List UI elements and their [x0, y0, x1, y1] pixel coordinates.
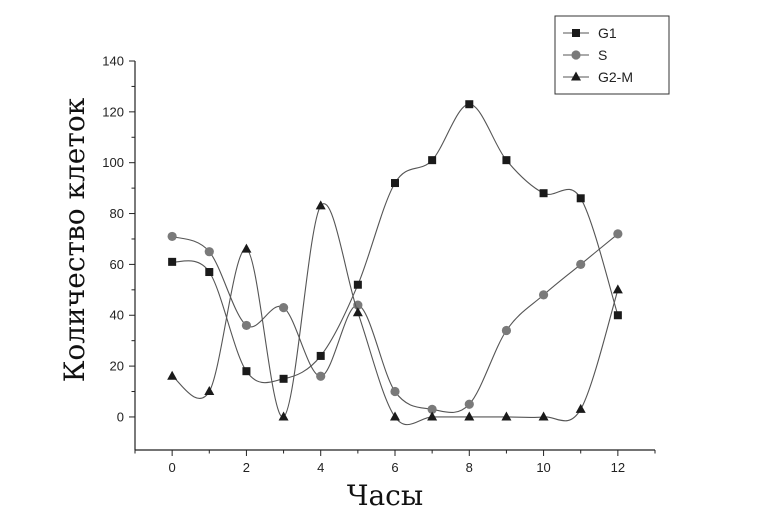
data-point-g2-m — [501, 411, 512, 421]
legend-label-g1: G1 — [598, 25, 617, 41]
data-point-g2-m — [575, 403, 586, 413]
legend-marker-s — [571, 50, 581, 60]
x-axis-title: Часы — [347, 479, 423, 512]
series-line-g1 — [171, 103, 619, 384]
y-ticks: 0 20 40 60 80 100 120 140 — [102, 54, 135, 424]
data-point-g2-m — [612, 284, 623, 294]
y-tick-label: 40 — [110, 308, 124, 323]
series-g2-m — [167, 200, 623, 426]
data-point-g1 — [391, 179, 399, 188]
data-point-s — [278, 303, 289, 313]
legend-item-g1: G1 — [563, 25, 617, 41]
data-point-g2-m — [538, 411, 549, 421]
y-tick-label: 20 — [110, 359, 124, 374]
series-layer — [167, 100, 623, 426]
data-point-g2-m — [241, 243, 252, 253]
legend: G1 S G2-M — [554, 15, 670, 95]
data-point-g1 — [242, 367, 251, 376]
data-point-g2-m — [352, 307, 363, 317]
data-point-g1 — [279, 374, 288, 383]
y-tick-label: 140 — [102, 54, 124, 69]
x-tick-label: 6 — [391, 460, 398, 475]
data-point-g2-m — [315, 200, 326, 210]
data-point-g1 — [502, 156, 511, 165]
data-point-s — [427, 404, 437, 414]
data-point-g1 — [465, 100, 474, 109]
data-point-g2-m — [464, 411, 475, 421]
data-point-g2-m — [427, 411, 438, 421]
series-s — [167, 229, 623, 414]
legend-marker-g2-m — [571, 71, 581, 81]
data-point-s — [501, 325, 512, 336]
data-point-s — [353, 300, 363, 310]
data-point-s — [464, 399, 474, 409]
data-point-s — [613, 229, 623, 239]
y-axis-title: Количество клеток — [58, 97, 91, 382]
axes: 0 2 4 6 8 10 12 0 20 40 60 80 100 120 140 — [102, 54, 656, 475]
data-point-g1 — [205, 268, 214, 277]
data-point-g1 — [539, 189, 548, 198]
data-point-s — [390, 386, 400, 397]
data-point-g2-m — [167, 370, 178, 380]
series-g1 — [168, 100, 622, 384]
legend-marker-g1 — [572, 29, 580, 37]
data-point-g2-m — [390, 411, 400, 421]
data-point-g2-m — [278, 411, 289, 421]
data-point-s — [316, 371, 326, 381]
y-tick-label: 60 — [110, 257, 124, 272]
data-point-s — [241, 320, 252, 331]
y-tick-label: 0 — [117, 409, 124, 424]
data-point-g1 — [316, 351, 325, 360]
y-tick-label: 80 — [110, 206, 124, 221]
data-point-g1 — [168, 257, 177, 266]
data-point-g1 — [576, 194, 585, 203]
x-tick-label: 2 — [243, 460, 250, 475]
x-tick-label: 12 — [611, 460, 625, 475]
legend-item-g2-m: G2-M — [563, 69, 633, 85]
x-tick-label: 0 — [169, 460, 176, 475]
legend-label-s: S — [598, 47, 607, 63]
data-point-g1 — [428, 156, 437, 165]
x-tick-label: 8 — [466, 460, 473, 475]
data-point-s — [204, 247, 214, 257]
legend-label-g2-m: G2-M — [598, 69, 633, 85]
data-point-s — [576, 259, 586, 269]
x-tick-label: 10 — [536, 460, 550, 475]
x-ticks: 0 2 4 6 8 10 12 — [134, 450, 656, 475]
data-point-s — [538, 290, 549, 300]
x-tick-label: 4 — [317, 460, 324, 475]
data-point-s — [167, 231, 177, 242]
data-point-g1 — [353, 280, 362, 289]
data-point-g1 — [613, 311, 622, 320]
legend-item-s: S — [563, 47, 607, 63]
y-tick-label: 100 — [102, 155, 124, 170]
data-point-g2-m — [204, 386, 215, 396]
y-tick-label: 120 — [102, 104, 124, 119]
